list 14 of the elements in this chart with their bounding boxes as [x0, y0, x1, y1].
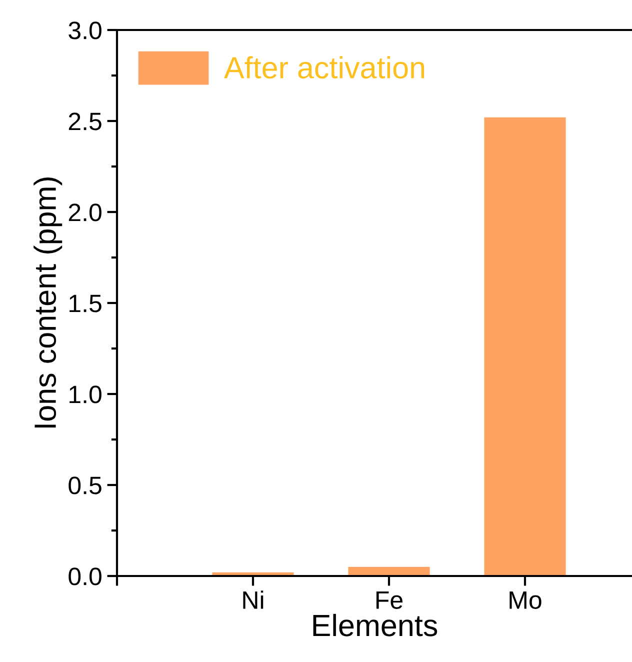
bar	[484, 117, 566, 576]
y-tick-label: 0.5	[68, 476, 102, 494]
y-tick-label: 0.0	[68, 568, 102, 586]
y-tick-label: 2.0	[68, 204, 102, 222]
x-tick-label: Fe	[376, 592, 402, 609]
x-tick-label: Mo	[510, 592, 542, 609]
y-tick-label: 2.5	[68, 112, 102, 130]
y-tick-label: 3.0	[68, 22, 102, 40]
y-axis-title: Ions content (ppm)	[34, 178, 62, 428]
y-tick-label: 1.5	[70, 294, 102, 312]
x-tick-label: Ni	[243, 590, 264, 609]
legend-label: After activation	[224, 56, 424, 79]
y-tick-label: 1.0	[70, 386, 102, 404]
x-axis-title: Elements	[313, 614, 438, 636]
